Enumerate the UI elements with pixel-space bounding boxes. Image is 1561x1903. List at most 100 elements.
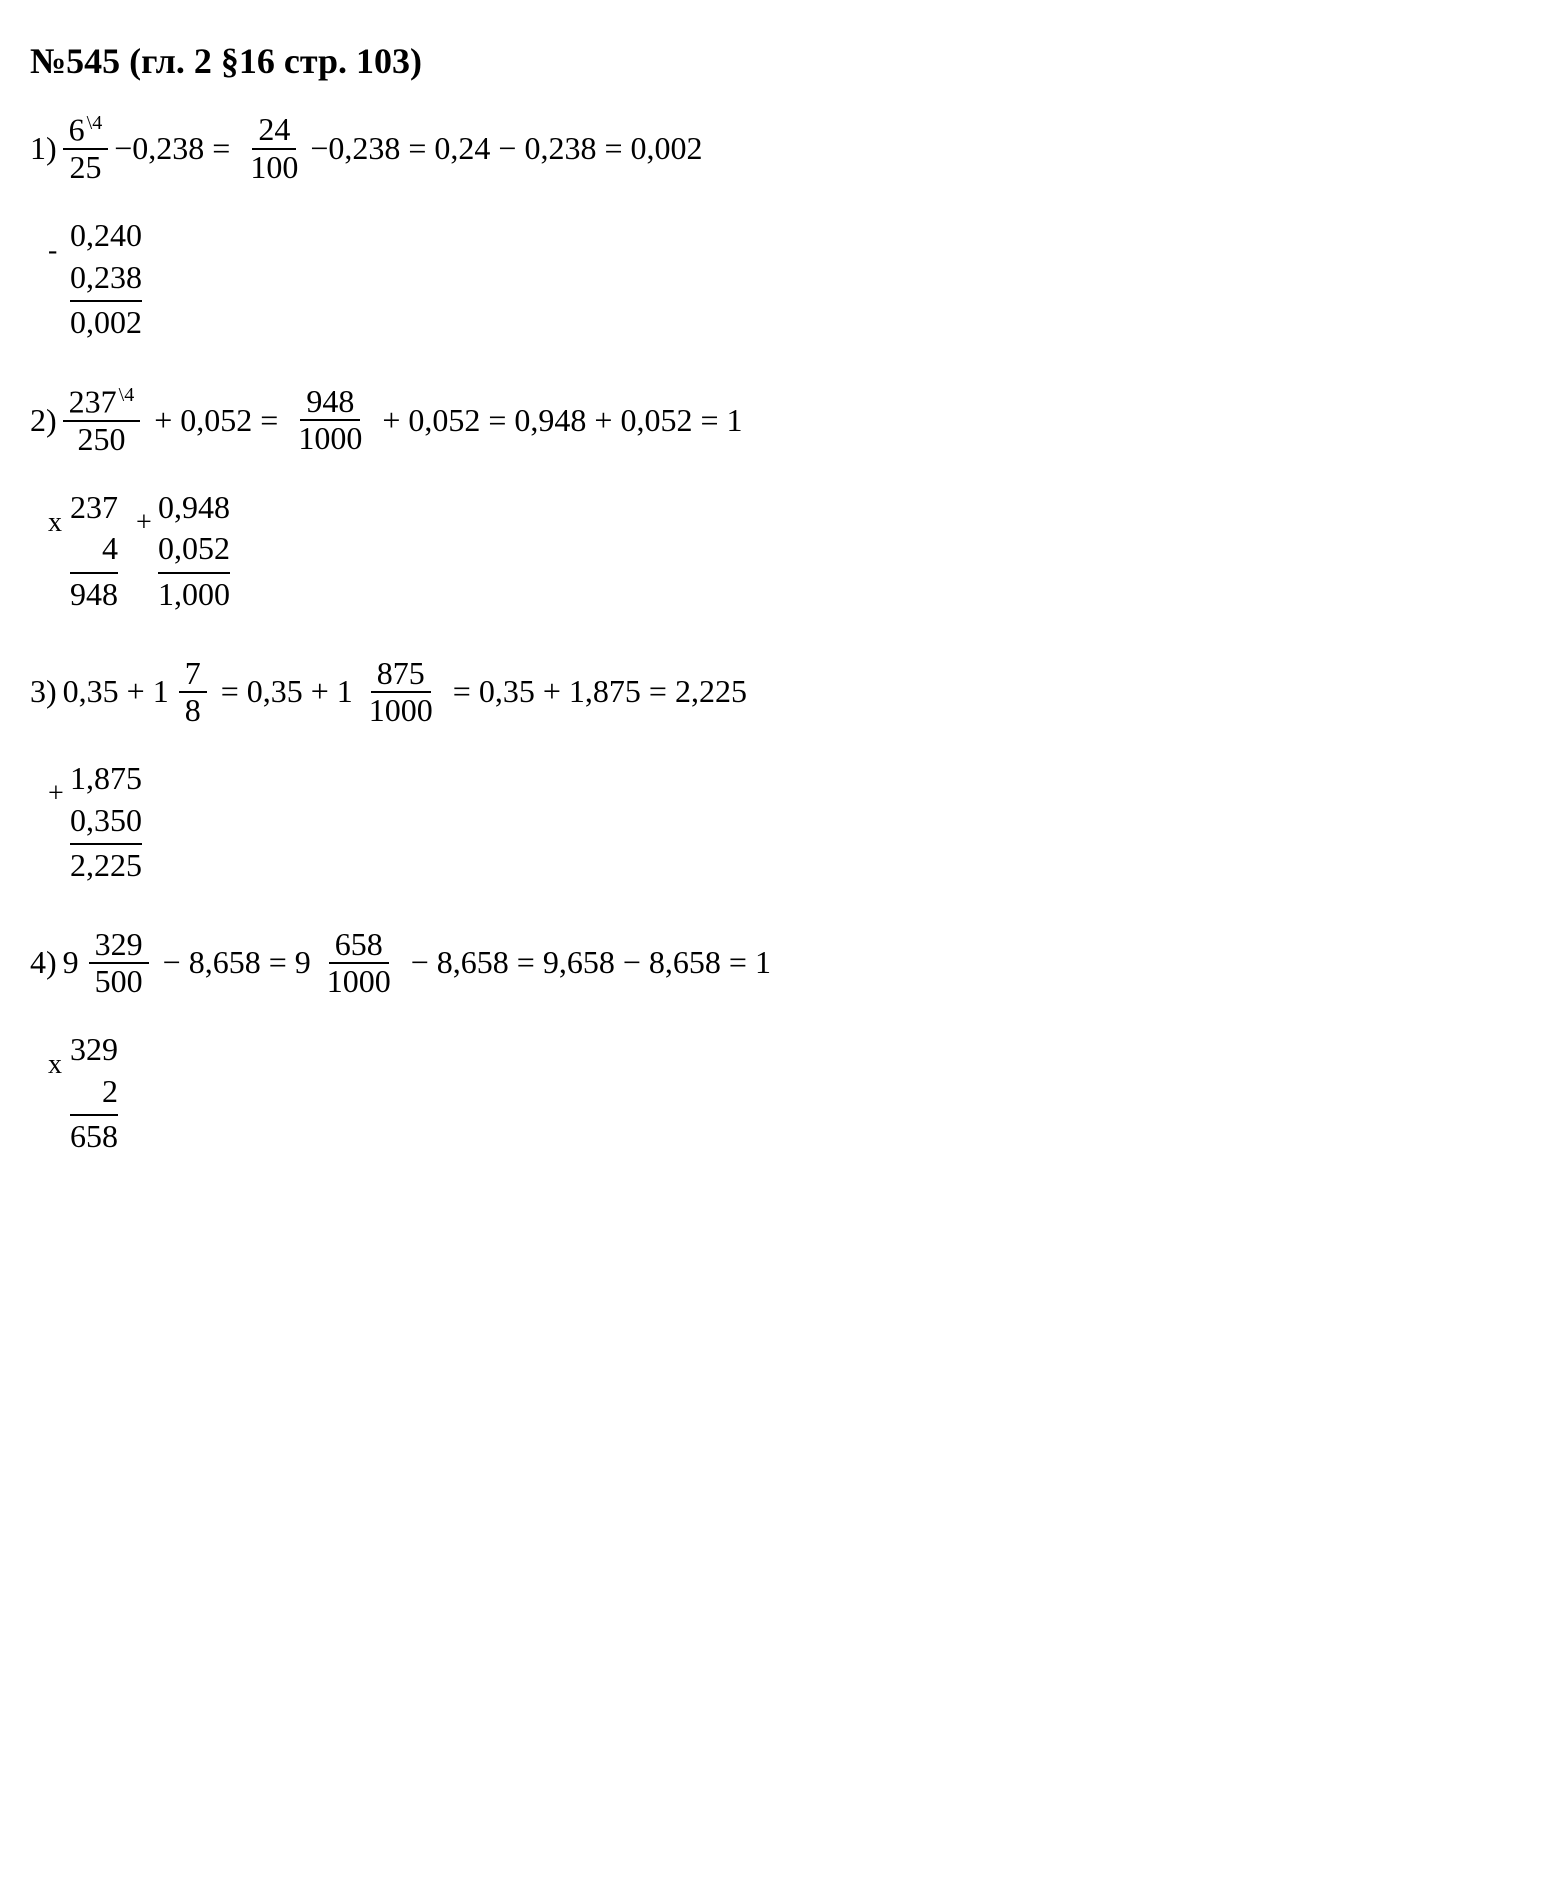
operator: − — [310, 130, 328, 167]
calc-result: 948 — [70, 574, 118, 616]
numerator: 948 — [300, 384, 360, 421]
numerator: 329 — [89, 927, 149, 964]
calc-result: 658 — [70, 1116, 118, 1158]
whole-part: 1 — [153, 673, 169, 710]
calc-block-2: x 237 4 948 + 0,948 0,052 1,000 — [70, 487, 1531, 616]
expansion-note: \4 — [87, 112, 103, 134]
denominator: 25 — [63, 150, 107, 185]
result: 2,225 — [675, 673, 747, 710]
vertical-multiplication: x 329 2 658 — [70, 1029, 118, 1158]
expression: 0,948 + 0,052 — [514, 402, 692, 439]
times-icon: x — [48, 505, 62, 541]
numerator: 237 — [69, 383, 117, 419]
vertical-subtraction: - 0,240 0,238 0,002 — [70, 215, 142, 344]
result: 0,002 — [631, 130, 703, 167]
equals: = — [260, 402, 278, 439]
operator: + — [311, 673, 329, 710]
whole-part: 9 — [63, 944, 79, 981]
times-icon: x — [48, 1047, 62, 1083]
denominator: 1000 — [363, 693, 439, 728]
operand: 0,052 — [408, 402, 480, 439]
vertical-addition: + 0,948 0,052 1,000 — [158, 487, 230, 616]
calc-line: 0,240 — [70, 215, 142, 257]
problem-number: 1) — [30, 130, 57, 167]
denominator: 8 — [179, 693, 207, 728]
equals: = — [488, 402, 506, 439]
fraction: 24 100 — [244, 112, 304, 184]
equals: = — [604, 130, 622, 167]
calc-block-3: + 1,875 0,350 2,225 — [70, 758, 1531, 887]
numerator: 7 — [179, 656, 207, 693]
expression: 0,35 + 1,875 — [479, 673, 641, 710]
problem-number: 2) — [30, 402, 57, 439]
expression: 0,24 − 0,238 — [434, 130, 596, 167]
operand: 8,658 — [189, 944, 261, 981]
calc-line: 4 — [70, 528, 118, 570]
calc-block-4: x 329 2 658 — [70, 1029, 1531, 1158]
denominator: 500 — [89, 964, 149, 999]
result: 1 — [727, 402, 743, 439]
numerator: 6 — [69, 112, 85, 148]
denominator: 1000 — [292, 421, 368, 456]
calc-line: 0,350 — [70, 800, 142, 842]
operator: − — [411, 944, 429, 981]
problem-4: 4) 9 329 500 − 8,658 = 9 658 1000 − 8,65… — [30, 927, 1531, 999]
denominator: 1000 — [321, 964, 397, 999]
numerator: 24 — [252, 112, 296, 149]
calc-line: 0,238 — [70, 257, 142, 299]
equals: = — [408, 130, 426, 167]
operator: + — [382, 402, 400, 439]
equals: = — [700, 402, 718, 439]
problem-2: 2) 237\4 250 + 0,052 = 948 1000 + 0,052 … — [30, 384, 1531, 457]
calc-line: 0,052 — [158, 528, 230, 570]
operator: + — [127, 673, 145, 710]
equals: = — [212, 130, 230, 167]
equals: = — [269, 944, 287, 981]
numerator: 658 — [329, 927, 389, 964]
calc-line: 1,875 — [70, 758, 142, 800]
problem-number: 4) — [30, 944, 57, 981]
operand: 0,35 — [63, 673, 119, 710]
equals: = — [517, 944, 535, 981]
vertical-multiplication: x 237 4 948 — [70, 487, 118, 616]
mixed-number: 9 329 500 — [63, 927, 155, 999]
equals: = — [649, 673, 667, 710]
calc-line: 237 — [70, 487, 118, 529]
problem-3: 3) 0,35 + 1 7 8 = 0,35 + 1 875 1000 = 0,… — [30, 656, 1531, 728]
operand: 8,658 — [437, 944, 509, 981]
fraction: 948 1000 — [292, 384, 368, 456]
page-title: №545 (гл. 2 §16 стр. 103) — [30, 40, 1531, 82]
vertical-addition: + 1,875 0,350 2,225 — [70, 758, 142, 887]
operand: 0,052 — [180, 402, 252, 439]
expansion-note: \4 — [119, 384, 135, 406]
calc-result: 2,225 — [70, 845, 142, 887]
whole-part: 9 — [295, 944, 311, 981]
equals: = — [729, 944, 747, 981]
whole-part: 1 — [337, 673, 353, 710]
plus-icon: + — [48, 776, 64, 812]
calc-result: 0,002 — [70, 302, 142, 344]
minus-icon: - — [48, 233, 57, 269]
mixed-number: 9 658 1000 — [295, 927, 403, 999]
calc-result: 1,000 — [158, 574, 230, 616]
calc-block-1: - 0,240 0,238 0,002 — [70, 215, 1531, 344]
operand: 0,35 — [247, 673, 303, 710]
plus-icon: + — [136, 505, 152, 541]
equals: = — [453, 673, 471, 710]
calc-line: 2 — [70, 1071, 118, 1113]
result: 1 — [755, 944, 771, 981]
mixed-number: 1 875 1000 — [337, 656, 445, 728]
mixed-number: 1 7 8 — [153, 656, 213, 728]
operator: − — [114, 130, 132, 167]
equals: = — [221, 673, 239, 710]
problem-number: 3) — [30, 673, 57, 710]
operand: 0,238 — [132, 130, 204, 167]
operator: − — [163, 944, 181, 981]
expression: 9,658 − 8,658 — [543, 944, 721, 981]
denominator: 100 — [244, 150, 304, 185]
fraction: 237\4 250 — [63, 384, 141, 457]
fraction: 6\4 25 — [63, 112, 109, 185]
operator: + — [154, 402, 172, 439]
problem-1: 1) 6\4 25 − 0,238 = 24 100 − 0,238 = 0,2… — [30, 112, 1531, 185]
numerator: 875 — [371, 656, 431, 693]
